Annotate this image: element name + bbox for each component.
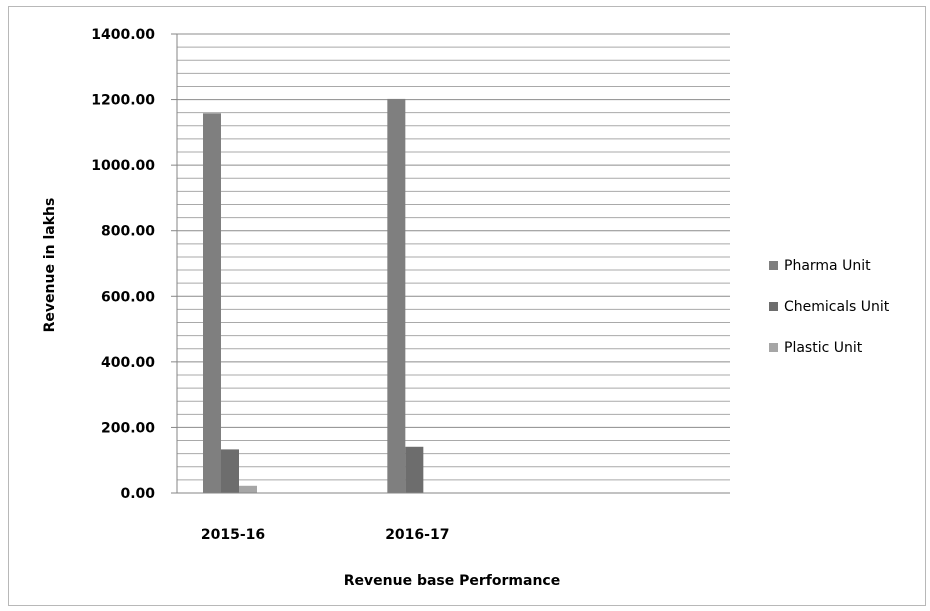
y-tick-label: 600.00 xyxy=(101,289,155,305)
y-tick-labels: 0.00 200.00 400.00 600.00 800.00 1000.00 1200.… xyxy=(91,27,177,502)
y-tick-label: 0.00 xyxy=(120,486,155,502)
gridlines xyxy=(177,33,730,481)
bar-chemicals-unit-0 xyxy=(221,449,239,493)
legend-swatch xyxy=(769,343,778,352)
bar-pharma-unit-1 xyxy=(387,98,406,493)
legend-label: Plastic Unit xyxy=(784,340,863,356)
bar-chemicals-unit-1 xyxy=(405,446,424,493)
chart-frame: 0.00 200.00 400.00 600.00 800.00 1000.00 1200.… xyxy=(8,6,926,606)
legend: Pharma Unit Chemicals Unit Plastic Unit xyxy=(769,258,890,356)
legend-swatch xyxy=(769,261,778,270)
y-tick-label: 200.00 xyxy=(101,420,155,436)
axes xyxy=(176,34,730,494)
y-axis-title: Revenue in lakhs xyxy=(42,198,58,333)
bar-plastic-unit-0 xyxy=(239,485,257,493)
y-tick-label: 1400.00 xyxy=(91,27,155,43)
bars xyxy=(203,98,424,493)
y-tick-label: 800.00 xyxy=(101,224,155,240)
y-tick-label: 1200.00 xyxy=(91,93,155,109)
x-tick-label: 2015-16 xyxy=(201,527,265,543)
y-tick-label: 1000.00 xyxy=(91,158,155,174)
revenue-bar-chart: 0.00 200.00 400.00 600.00 800.00 1000.00 1200.… xyxy=(42,27,890,589)
bar-pharma-unit-0 xyxy=(203,113,221,493)
legend-label: Pharma Unit xyxy=(784,258,871,274)
y-tick-label: 400.00 xyxy=(101,355,155,371)
legend-label: Chemicals Unit xyxy=(784,299,890,315)
legend-swatch xyxy=(769,302,778,311)
x-axis-title: Revenue base Performance xyxy=(344,573,560,589)
x-tick-labels: 2015-16 2016-17 xyxy=(201,527,450,543)
x-tick-label: 2016-17 xyxy=(385,527,449,543)
